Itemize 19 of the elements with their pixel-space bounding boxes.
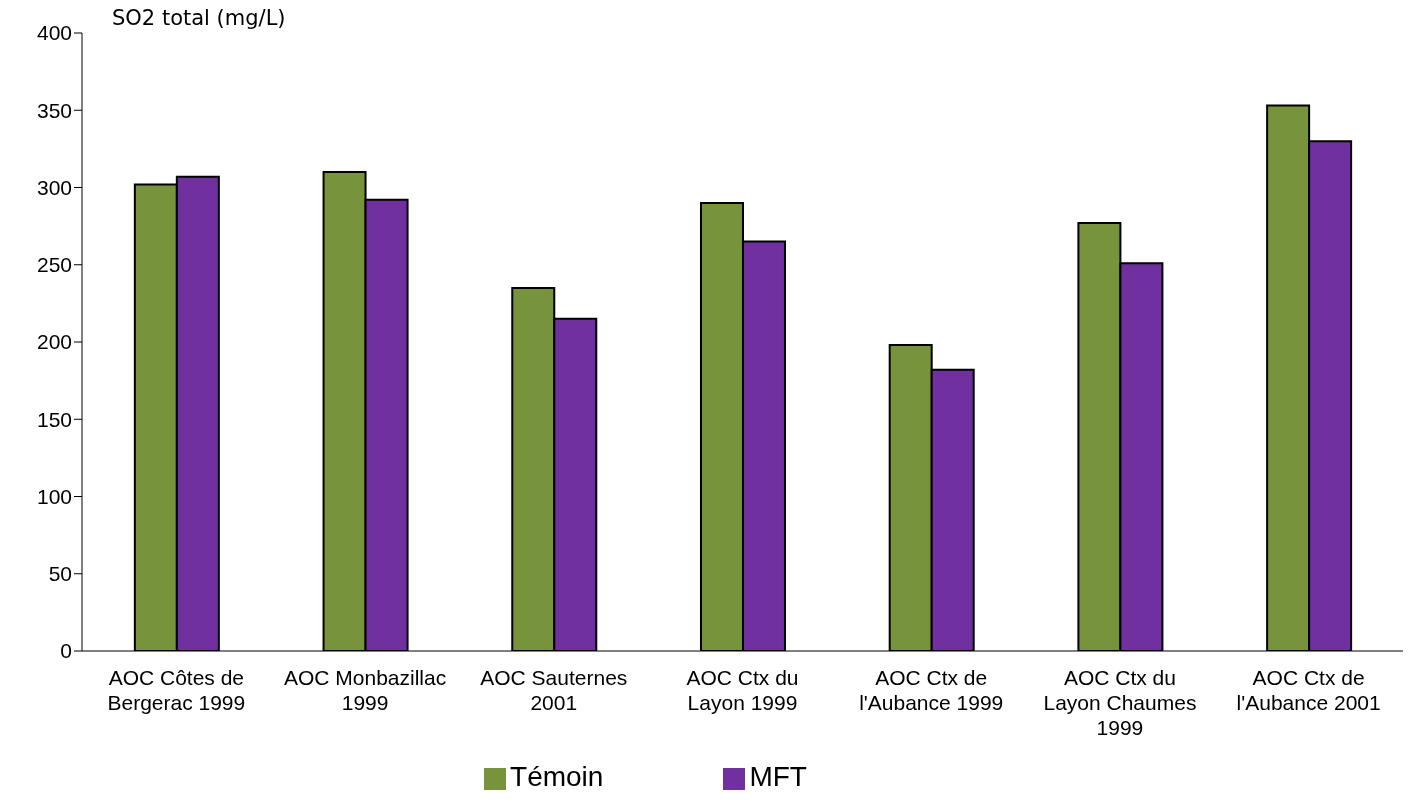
y-tick-label: 200 (36, 330, 72, 354)
y-tick-label: 0 (60, 639, 72, 663)
y-tick-label: 100 (36, 484, 72, 508)
x-tick-label: AOC Monbazillac 1999 (283, 666, 447, 714)
x-tick-label: AOC Sauternes 2001 (480, 666, 628, 714)
legend-label: Témoin (510, 761, 604, 792)
y-tick-label: 250 (36, 253, 72, 277)
y-tick-label: 350 (36, 98, 72, 122)
y-tick-label: 400 (36, 21, 72, 45)
x-tick-label: AOC Côtes de Bergerac 1999 (107, 666, 246, 714)
x-tick-label: AOC Ctx de l'Aubance 1999 (859, 666, 1004, 714)
y-tick-label: 150 (36, 407, 72, 431)
y-tick-label: 300 (36, 175, 72, 199)
x-tick-label: AOC Ctx de l'Aubance 2001 (1236, 666, 1381, 714)
x-tick-label: AOC Ctx du Layon Chaumes 1999 (1043, 666, 1197, 739)
x-tick-label: AOC Ctx du Layon 1999 (686, 666, 799, 714)
y-tick-label: 50 (48, 562, 72, 586)
y-axis-title: SO2 total (mg/L) (112, 6, 286, 30)
legend-label: MFT (749, 761, 807, 792)
